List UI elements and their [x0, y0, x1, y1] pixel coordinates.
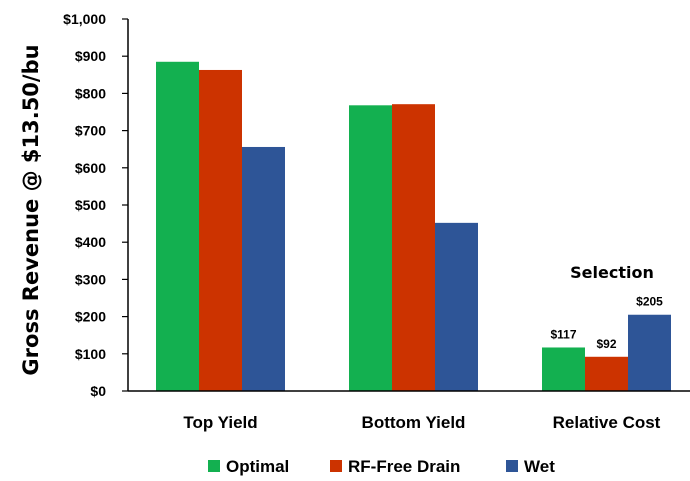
- legend-label-rf-free-drain: RF-Free Drain: [348, 457, 460, 476]
- y-axis-title: Gross Revenue @ $13.50/bu: [19, 44, 43, 375]
- data-label-rf-free-drain: $92: [596, 337, 616, 351]
- legend-swatch-wet: [506, 460, 518, 472]
- data-label-optimal: $117: [550, 327, 576, 341]
- y-tick-label: $900: [75, 48, 106, 64]
- y-axis: $0 $100 $200 $300 $400 $500 $600 $700 $800 $900 $1…: [63, 11, 129, 399]
- y-tick-label: $600: [75, 160, 106, 176]
- y-tick-label: $300: [75, 271, 106, 287]
- data-label-wet: $205: [636, 295, 663, 309]
- y-tick-label: $500: [75, 197, 106, 213]
- y-tick-label: $800: [75, 85, 106, 101]
- y-tick-label: $100: [75, 346, 106, 362]
- y-tick-label: $700: [75, 123, 106, 139]
- x-axis: Top Yield Bottom Yield Relative Cost: [128, 390, 690, 432]
- x-tick-label-relative-cost: Relative Cost: [553, 413, 661, 432]
- bar-bottom-yield-wet: [435, 222, 478, 391]
- y-tick-label: $400: [75, 234, 106, 250]
- legend-swatch-rf-free-drain: [330, 460, 342, 472]
- bar-bottom-yield-rf-free-drain: [392, 104, 435, 392]
- annotation-selection: Selection: [570, 263, 654, 282]
- bar-bottom-yield-optimal: [349, 105, 392, 391]
- bars: [156, 61, 671, 392]
- bar-relative-cost-wet: [628, 314, 671, 391]
- legend-swatch-optimal: [208, 460, 220, 472]
- data-labels: $117 $92 $205: [550, 295, 663, 351]
- bar-top-yield-optimal: [156, 61, 199, 391]
- bar-top-yield-wet: [242, 146, 285, 391]
- legend-label-wet: Wet: [524, 457, 555, 476]
- bar-top-yield-rf-free-drain: [199, 69, 242, 392]
- bar-relative-cost-rf-free-drain: [585, 356, 628, 391]
- legend: Optimal RF-Free Drain Wet: [208, 457, 555, 476]
- y-tick-label: $0: [90, 383, 106, 399]
- legend-label-optimal: Optimal: [226, 457, 289, 476]
- x-tick-label-bottom-yield: Bottom Yield: [362, 413, 466, 432]
- x-tick-label-top-yield: Top Yield: [183, 413, 257, 432]
- y-tick-label: $200: [75, 309, 106, 325]
- y-tick-label: $1,000: [63, 11, 106, 27]
- bar-relative-cost-optimal: [542, 347, 585, 391]
